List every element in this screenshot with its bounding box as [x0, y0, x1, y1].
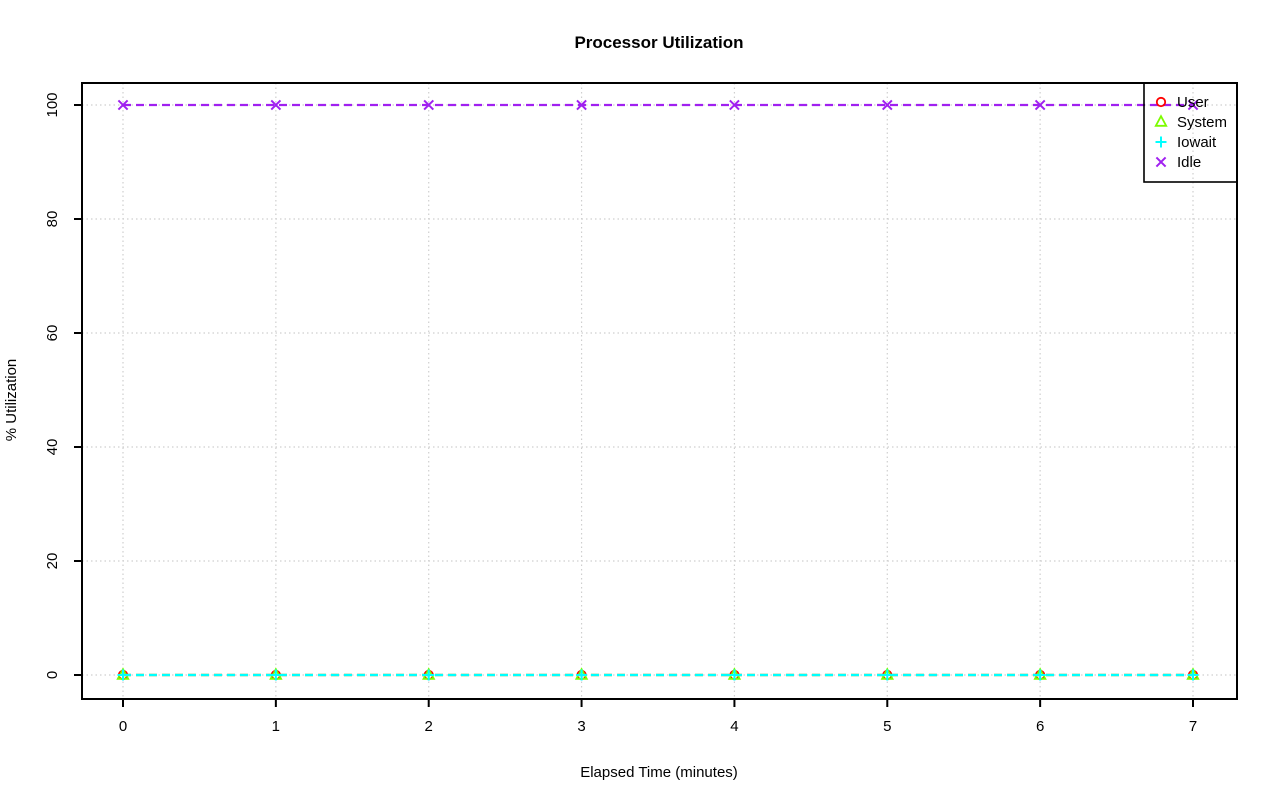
x-tick-label: 7: [1189, 718, 1197, 735]
y-tick-label: 40: [44, 439, 61, 456]
series-idle-x-marker: [1187, 99, 1199, 111]
x-axis-label: Elapsed Time (minutes): [580, 764, 738, 781]
series-iowait-plus-marker: [423, 669, 435, 681]
x-tick-label: 3: [577, 718, 585, 735]
series-iowait-plus-marker: [117, 669, 129, 681]
y-tick-label: 80: [44, 211, 61, 228]
series-idle-x-marker: [1034, 99, 1046, 111]
y-tick-label: 20: [44, 553, 61, 570]
series-iowait-plus-marker: [576, 669, 588, 681]
x-tick-label: 6: [1036, 718, 1044, 735]
grid-layer: [82, 83, 1237, 699]
legend-box: [1143, 82, 1238, 183]
x-tick-label: 0: [119, 718, 127, 735]
legend-user-label: User: [1177, 94, 1209, 111]
series-idle-x-marker: [729, 99, 740, 111]
series-idle-x-marker: [270, 99, 282, 111]
series-idle-x-marker: [881, 99, 893, 111]
x-tick-label: 4: [730, 718, 738, 735]
plot-border: [81, 82, 1238, 700]
series-iowait-plus-marker: [1187, 669, 1199, 681]
legend-idle-label: Idle: [1177, 154, 1201, 171]
x-tick-label: 1: [272, 718, 280, 735]
series-idle-x-marker: [423, 99, 435, 111]
series-idle-x-marker: [117, 99, 129, 111]
y-tick-label: 0: [44, 671, 61, 679]
series-iowait-plus-marker: [270, 669, 282, 681]
legend-system-triangle-marker: [1154, 114, 1168, 127]
series-iowait-plus-marker: [728, 669, 740, 681]
series-idle-x-marker: [576, 99, 587, 111]
series-iowait-plus-marker: [881, 669, 893, 681]
x-tick-label: 2: [425, 718, 433, 735]
y-tick-label: 60: [44, 325, 61, 342]
series-iowait-plus-marker: [1034, 669, 1046, 681]
legend-user-circle-marker: [1155, 96, 1167, 108]
axes-layer: 0 1 2 3 4 5 6 7 0 20 40 60 80 100: [44, 82, 1238, 735]
series-layer: [116, 99, 1200, 681]
legend-iowait-plus-marker: [1155, 136, 1167, 148]
x-tick-label: 5: [883, 718, 891, 735]
y-axis-label: % Utilization: [3, 359, 20, 442]
y-tick-label: 100: [44, 92, 61, 117]
legend-idle-x-marker: [1155, 156, 1167, 168]
legend-layer: User System Iowait Idle: [1143, 82, 1238, 183]
legend-system-label: System: [1177, 114, 1227, 131]
chart-title: Processor Utilization: [574, 33, 743, 52]
legend-iowait-label: Iowait: [1177, 134, 1217, 151]
